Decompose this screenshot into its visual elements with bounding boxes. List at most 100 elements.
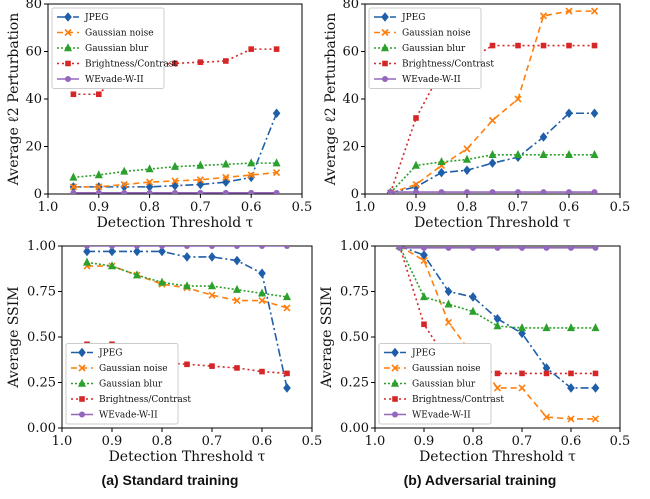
data-point [146, 178, 154, 186]
data-point [462, 154, 472, 163]
caption-standard-training: (a) Standard training [101, 472, 239, 488]
x-tick-label: 1.0 [355, 200, 376, 215]
x-axis-label: Detection Threshold τ [419, 449, 576, 465]
legend-box [65, 343, 179, 425]
data-point [542, 323, 551, 332]
data-point [592, 370, 599, 377]
data-point [196, 176, 204, 184]
legend-label: JPEG [401, 13, 425, 23]
data-point [272, 158, 281, 167]
data-point [283, 304, 291, 312]
legend-label: Gaussian noise [99, 364, 168, 374]
y-axis-label: Average SSIM [6, 286, 22, 388]
legend-marker [381, 28, 389, 37]
data-point [421, 321, 427, 328]
x-tick-label: 0.8 [463, 434, 484, 449]
data-point [172, 189, 178, 194]
y-tick-label: 0.75 [27, 285, 56, 300]
plot-area [395, 246, 600, 423]
data-point [257, 288, 267, 297]
y-tick-label: 60 [342, 45, 359, 60]
data-point [539, 132, 548, 142]
data-point [411, 160, 421, 169]
chart-panel-top-left: 1.0 0.9 0.8 0.7 0.6 0.5 0 20 40 60 80 Detection Thr… [6, 0, 312, 231]
data-point [543, 370, 550, 377]
data-point [488, 116, 497, 124]
data-point [170, 161, 180, 170]
legend-marker [79, 396, 85, 402]
data-point [567, 415, 575, 423]
y-tick-label: 80 [342, 0, 359, 12]
series-line-jpeg [399, 246, 596, 389]
x-tick-label: 0.6 [559, 200, 580, 215]
x-tick-label: 0.6 [241, 200, 262, 215]
data-point [543, 246, 550, 251]
data-point [208, 291, 216, 299]
series-line-gaussian-noise [390, 10, 595, 194]
data-point [133, 246, 141, 257]
legend-label: WEvade-W-II [402, 75, 461, 85]
data-point [109, 246, 115, 249]
y-tick-label: 0.75 [340, 285, 369, 300]
data-point [592, 246, 599, 251]
y-axis-label: Average ℓ2 Perturbation [6, 13, 22, 187]
data-point [284, 370, 290, 377]
series-line-gaussian-blur [73, 162, 277, 179]
data-point [488, 149, 497, 159]
data-point [234, 365, 240, 371]
legend: JPEG Gaussian noise Gaussian blur Brightnes… [51, 7, 177, 89]
data-point [96, 91, 102, 98]
data-point [196, 160, 205, 169]
x-tick-label: 0.8 [139, 200, 160, 215]
legend-label: Gaussian noise [402, 29, 471, 39]
x-tick-label: 0.7 [508, 200, 529, 215]
legend-label: JPEG [411, 349, 435, 359]
data-point [444, 299, 453, 308]
data-point [132, 270, 142, 279]
data-point [413, 115, 419, 121]
data-point [568, 246, 574, 251]
data-point [146, 189, 153, 194]
data-point [184, 246, 190, 249]
legend-marker [65, 76, 71, 82]
data-point [494, 246, 501, 251]
data-point [493, 321, 502, 330]
y-tick-label: 0.25 [27, 376, 56, 391]
legend-marker [65, 60, 71, 67]
y-tick-label: 80 [25, 0, 42, 12]
x-tick-label: 0.9 [88, 200, 109, 215]
data-point [258, 268, 266, 279]
data-point [591, 323, 600, 332]
x-tick-label: 0.6 [561, 434, 582, 449]
legend-label: Brightness/Contrast [412, 395, 504, 405]
x-tick-label: 0.7 [190, 200, 211, 215]
data-point [282, 292, 292, 301]
data-point [159, 246, 165, 249]
data-point [565, 108, 573, 119]
data-point [517, 323, 527, 332]
data-point [95, 189, 102, 194]
x-tick-label: 0.6 [252, 434, 273, 449]
data-point [464, 189, 470, 194]
legend-box [368, 7, 482, 89]
legend: JPEG Gaussian noise Gaussian blur Brightnes… [368, 7, 494, 89]
data-point [567, 383, 575, 393]
data-point [513, 149, 523, 159]
data-point [412, 180, 420, 189]
data-point [514, 95, 522, 103]
series-line-gaussian-blur [389, 154, 595, 194]
data-point [233, 297, 241, 305]
data-point [566, 189, 572, 194]
legend: JPEG Gaussian noise Gaussian blur Brightnes… [65, 343, 191, 425]
data-point [515, 42, 521, 49]
y-tick-label: 0 [34, 187, 42, 202]
data-point [182, 281, 192, 290]
y-tick-label: 0.00 [340, 421, 369, 436]
legend-marker [79, 411, 85, 418]
data-point [184, 361, 190, 368]
data-point [539, 149, 548, 159]
data-point [283, 383, 291, 393]
x-tick-label: 0.5 [610, 200, 631, 215]
data-point [438, 189, 445, 194]
plot-area [69, 46, 281, 194]
